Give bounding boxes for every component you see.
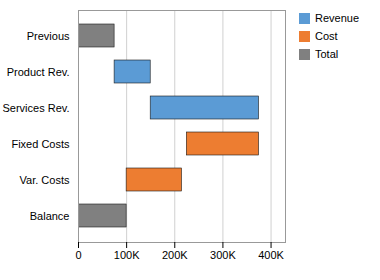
svg-text:100K: 100K xyxy=(114,249,140,261)
svg-text:Services Rev.: Services Rev. xyxy=(2,102,69,114)
html-text:Total: Total xyxy=(315,48,339,60)
html-text:Revenue: Revenue xyxy=(315,12,359,24)
svg-text:0: 0 xyxy=(75,249,81,261)
svg-text:Previous: Previous xyxy=(27,30,70,42)
svg-text:Fixed Costs: Fixed Costs xyxy=(11,138,70,150)
html-text:Cost: Cost xyxy=(315,30,338,42)
svg-text:400K: 400K xyxy=(258,249,284,261)
svg-text:200K: 200K xyxy=(162,249,188,261)
svg-text:Balance: Balance xyxy=(30,210,70,222)
svg-text:Var. Costs: Var. Costs xyxy=(20,174,70,186)
svg-text:Product Rev.: Product Rev. xyxy=(7,66,70,78)
svg-text:300K: 300K xyxy=(210,249,236,261)
